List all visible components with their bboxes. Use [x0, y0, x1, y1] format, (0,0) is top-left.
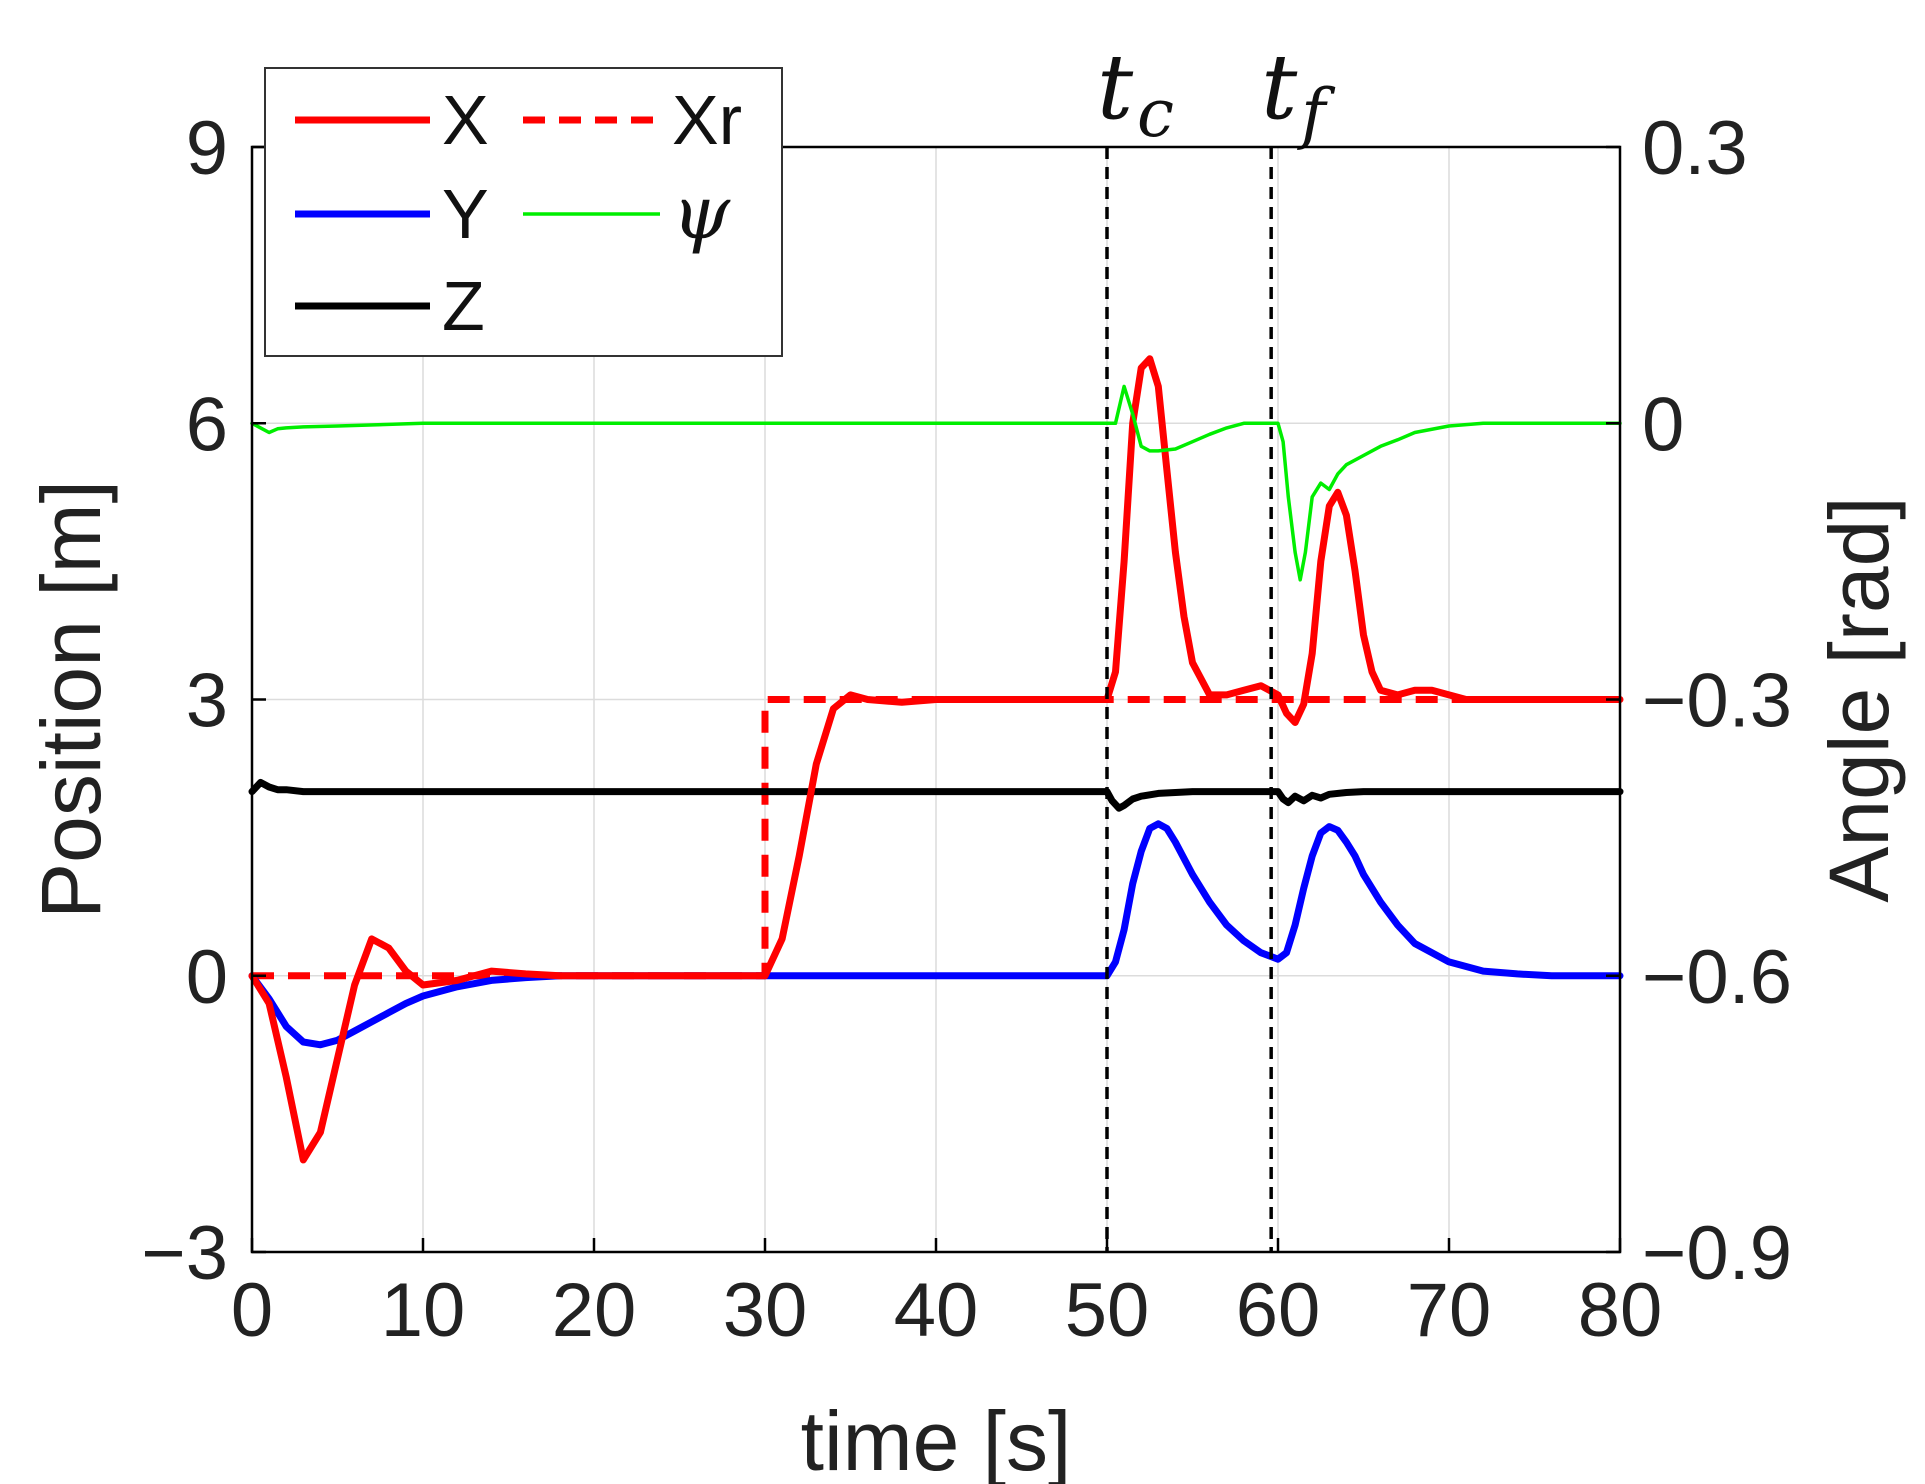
x-tick-label-5: 50	[1065, 1268, 1150, 1353]
x-tick-label-7: 70	[1407, 1268, 1492, 1353]
marker-label-f: t	[1261, 35, 1298, 140]
y-axis-right-title: Angle [rad]	[1812, 496, 1906, 902]
series-line-y	[248, 820, 1624, 1049]
legend-label-x: X	[442, 81, 489, 159]
legend-label-z: Z	[442, 267, 485, 345]
marker-sub-f: f	[1296, 75, 1336, 152]
x-tick-label-2: 20	[552, 1268, 637, 1353]
y-right-tick-label-0: −0.9	[1642, 1211, 1792, 1296]
x-tick-label-4: 40	[894, 1268, 979, 1353]
x-tick-label-1: 10	[381, 1268, 466, 1353]
x-axis-title: time [s]	[801, 1394, 1072, 1484]
x-tick-label-3: 30	[723, 1268, 808, 1353]
legend: X Xr Y ψ Z	[264, 67, 783, 357]
x-tick-label-6: 60	[1236, 1268, 1321, 1353]
y-right-tick-label-4: 0.3	[1642, 106, 1748, 191]
legend-label-psi: ψ	[672, 170, 731, 256]
y-left-tick-label-1: 0	[186, 935, 228, 1020]
marker-sub-c: c	[1137, 75, 1174, 152]
legend-label-y: Y	[442, 175, 489, 253]
y-left-tick-label-0: −3	[141, 1211, 228, 1296]
y-axis-left-title: Position [m]	[24, 480, 118, 919]
x-tick-label-0: 0	[231, 1268, 273, 1353]
series-line-psi	[250, 384, 1622, 582]
y-right-tick-label-3: 0	[1642, 382, 1684, 467]
x-tick-label-8: 80	[1578, 1268, 1663, 1353]
series-layer	[248, 355, 1624, 1164]
legend-label-xr: Xr	[672, 81, 742, 159]
y-left-tick-label-3: 6	[186, 382, 228, 467]
series-line-x	[248, 355, 1624, 1164]
series-line-z	[248, 778, 1624, 812]
y-right-tick-label-2: −0.3	[1642, 659, 1792, 744]
marker-label-c: t	[1097, 35, 1134, 140]
y-left-tick-label-2: 3	[186, 659, 228, 744]
y-right-tick-label-1: −0.6	[1642, 935, 1792, 1020]
y-left-tick-label-4: 9	[186, 106, 228, 191]
